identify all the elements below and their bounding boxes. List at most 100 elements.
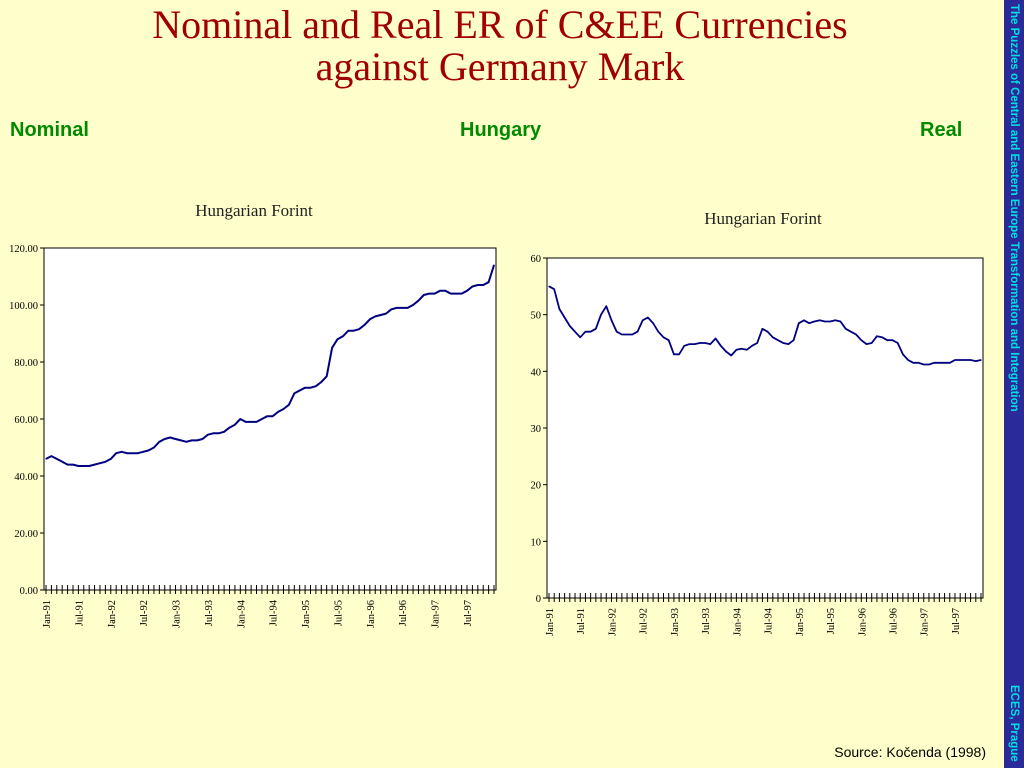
data-point xyxy=(558,308,560,310)
y-tick-label: 60.00 xyxy=(14,415,38,426)
data-point xyxy=(272,415,274,417)
data-point xyxy=(709,343,711,345)
data-point xyxy=(315,385,317,387)
data-point xyxy=(228,427,231,429)
data-point xyxy=(169,436,171,439)
sidebar: The Puzzles of Central and Eastern Europ… xyxy=(1004,0,1024,768)
y-tick-label: 20 xyxy=(531,481,542,492)
data-point xyxy=(207,434,209,436)
data-point xyxy=(99,462,101,464)
data-point xyxy=(871,342,873,344)
data-point xyxy=(347,330,349,332)
data-point xyxy=(917,362,920,364)
data-point xyxy=(938,362,940,364)
data-point xyxy=(912,362,914,364)
data-point xyxy=(564,316,566,319)
data-point xyxy=(652,322,654,324)
data-point xyxy=(293,392,295,394)
data-point xyxy=(261,418,263,420)
data-point xyxy=(876,335,878,337)
data-point xyxy=(845,328,847,330)
data-point xyxy=(482,284,484,286)
x-tick-label: Jul-91 xyxy=(74,600,85,626)
data-point xyxy=(574,331,576,333)
data-point xyxy=(616,331,618,333)
y-tick-label: 30 xyxy=(531,424,542,435)
y-tick-label: 20.00 xyxy=(14,529,38,540)
data-point xyxy=(477,284,479,286)
data-point xyxy=(668,339,670,341)
data-point xyxy=(277,411,279,413)
data-point xyxy=(636,331,639,333)
series-line xyxy=(548,285,982,366)
data-point xyxy=(850,331,852,333)
data-point xyxy=(255,421,258,423)
data-point xyxy=(164,438,166,440)
x-tick-label: Jan-95 xyxy=(301,600,312,628)
data-point xyxy=(688,343,691,345)
data-point xyxy=(201,438,204,440)
data-point xyxy=(336,338,339,340)
data-point xyxy=(407,307,409,309)
data-point xyxy=(56,458,58,460)
data-point xyxy=(662,336,665,338)
data-point xyxy=(595,328,597,330)
x-tick-label: Jan-96 xyxy=(366,600,377,628)
data-point xyxy=(855,333,857,336)
data-point xyxy=(374,315,376,317)
nominal-label: Nominal xyxy=(10,119,89,141)
data-point xyxy=(777,339,779,341)
data-point xyxy=(772,336,774,338)
chart-title: Hungarian Forint xyxy=(704,209,822,228)
data-point xyxy=(304,387,306,389)
data-point xyxy=(715,337,717,340)
data-point xyxy=(61,461,63,463)
data-point xyxy=(741,348,743,350)
data-point xyxy=(886,339,888,341)
data-point xyxy=(590,331,592,333)
data-point xyxy=(288,404,290,406)
x-tick-label: Jul-97 xyxy=(951,608,962,634)
data-point xyxy=(45,458,47,460)
y-tick-label: 80.00 xyxy=(14,358,38,369)
title-line-2: against Germany Mark xyxy=(315,44,685,89)
sidebar-footer: ECES, Prague xyxy=(1008,685,1020,762)
series-line xyxy=(45,264,495,467)
data-point xyxy=(434,293,436,295)
data-point xyxy=(153,446,155,449)
chart-title: Hungarian Forint xyxy=(195,201,313,220)
y-tick-label: 50 xyxy=(531,311,542,322)
data-point xyxy=(396,307,398,309)
data-point xyxy=(110,458,112,460)
data-point xyxy=(212,432,214,434)
data-point xyxy=(353,330,355,332)
data-point xyxy=(88,465,90,467)
x-tick-label: Jan-93 xyxy=(670,608,681,636)
data-point xyxy=(964,359,966,361)
data-point xyxy=(439,290,441,292)
data-point xyxy=(390,308,392,310)
data-point xyxy=(798,322,800,324)
data-point xyxy=(954,359,956,361)
data-point xyxy=(553,288,555,290)
data-point xyxy=(694,343,696,345)
data-point xyxy=(299,389,301,392)
plot-area xyxy=(43,247,497,591)
x-tick-label: Jul-92 xyxy=(639,608,650,634)
x-tick-label: Jan-93 xyxy=(172,600,183,628)
data-point xyxy=(959,359,961,361)
x-tick-label: Jul-91 xyxy=(576,608,587,634)
data-point xyxy=(980,359,982,361)
data-point xyxy=(970,359,972,361)
y-tick-label: 120.00 xyxy=(9,244,38,255)
source-note: Source: Kočenda (1998) xyxy=(834,744,986,760)
data-point xyxy=(824,320,826,323)
x-tick-label: Jul-95 xyxy=(333,600,344,626)
data-point xyxy=(725,350,727,353)
data-point xyxy=(326,375,328,377)
data-point xyxy=(250,421,252,423)
data-point xyxy=(813,320,815,323)
data-point xyxy=(266,415,268,417)
data-point xyxy=(944,362,946,364)
data-point xyxy=(579,336,581,338)
